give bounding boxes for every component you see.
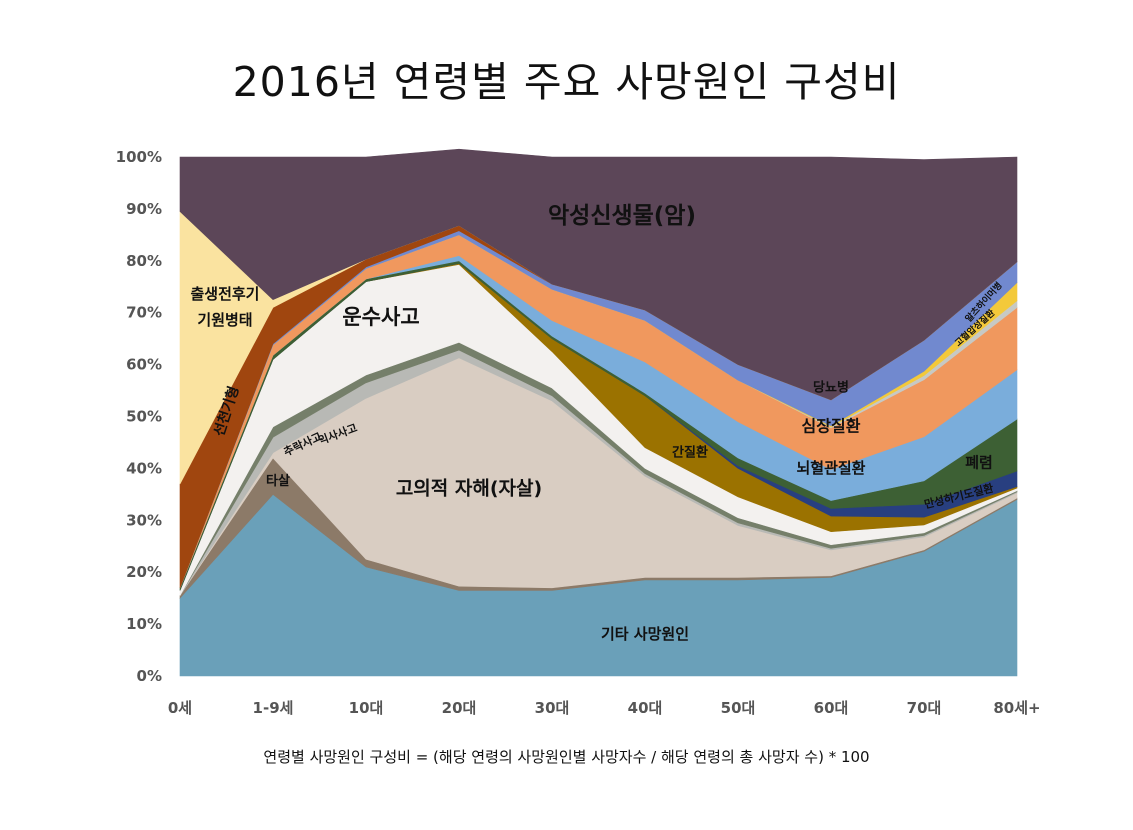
y-tick-label: 50% bbox=[126, 408, 162, 426]
chart-title: 2016년 연령별 주요 사망원인 구성비 bbox=[232, 58, 901, 106]
series-label: 뇌혈관질환 bbox=[796, 459, 865, 477]
y-tick-label: 70% bbox=[126, 304, 162, 322]
x-axis: 0세 1-9세 10대 20대 30대 40대 50대 60대 70대 80세+ bbox=[168, 699, 1041, 717]
x-tick-label: 30대 bbox=[535, 699, 570, 717]
series-label: 출생전후기 bbox=[190, 285, 259, 303]
x-tick-label: 20대 bbox=[442, 699, 477, 717]
x-tick-label: 1-9세 bbox=[253, 699, 294, 717]
y-tick-label: 40% bbox=[126, 459, 162, 477]
series-label: 운수사고 bbox=[342, 305, 419, 329]
y-tick-label: 60% bbox=[126, 356, 162, 374]
y-tick-label: 30% bbox=[126, 511, 162, 529]
y-axis: 0% 10% 20% 30% 40% 50% 60% 70% 80% 90% 100% bbox=[116, 148, 162, 685]
y-tick-label: 10% bbox=[126, 615, 162, 633]
y-tick-label: 20% bbox=[126, 563, 162, 581]
x-tick-label: 60대 bbox=[814, 699, 849, 717]
series-label: 기원병태 bbox=[197, 311, 252, 329]
formula-note: 연령별 사망원인 구성비 = (해당 연령의 사망원인별 사망자수 / 해당 연… bbox=[263, 748, 870, 766]
series-label: 당뇨병 bbox=[813, 379, 849, 395]
x-tick-label: 50대 bbox=[721, 699, 756, 717]
x-tick-label: 40대 bbox=[628, 699, 663, 717]
x-tick-label: 80세+ bbox=[993, 699, 1040, 717]
y-tick-label: 0% bbox=[137, 667, 162, 685]
series-label: 악성신생물(암) bbox=[548, 203, 696, 229]
series-label: 고의적 자해(자살) bbox=[396, 478, 542, 500]
series-label: 심장질환 bbox=[802, 416, 861, 435]
series-label: 폐렴 bbox=[965, 454, 993, 472]
area-series-group bbox=[179, 148, 1018, 677]
y-tick-label: 90% bbox=[126, 200, 162, 218]
y-tick-label: 100% bbox=[116, 148, 162, 166]
stacked-area-chart: 0% 10% 20% 30% 40% 50% 60% 70% 80% 90% 100% 0세 1-9세… bbox=[116, 148, 1041, 717]
series-label: 타살 bbox=[266, 473, 290, 489]
y-tick-label: 80% bbox=[126, 252, 162, 270]
series-label: 간질환 bbox=[672, 444, 708, 460]
x-tick-label: 0세 bbox=[168, 699, 192, 717]
series-label: 기타 사망원인 bbox=[601, 625, 689, 643]
area-series-16 bbox=[179, 148, 1018, 401]
x-tick-label: 70대 bbox=[907, 699, 942, 717]
x-tick-label: 10대 bbox=[349, 699, 384, 717]
